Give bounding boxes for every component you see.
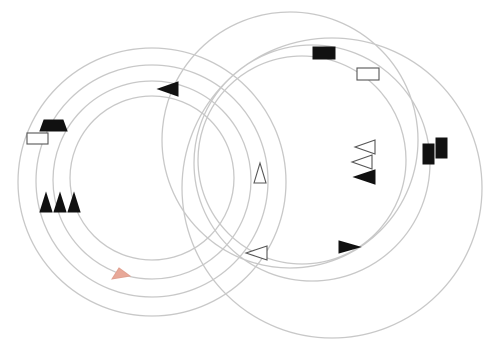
- hollow-arrow-piece[interactable]: [350, 154, 373, 170]
- hollow-rectangle-piece[interactable]: [356, 67, 380, 81]
- solid-arrow-piece[interactable]: [156, 81, 179, 97]
- ring-group-left: [17, 47, 287, 317]
- accent-triangle-piece[interactable]: [110, 267, 132, 280]
- board-ring: [17, 47, 287, 317]
- hollow-triangle-piece[interactable]: [253, 161, 267, 184]
- solid-rectangle-piece[interactable]: [312, 46, 336, 60]
- game-pieces: [26, 46, 448, 280]
- solid-trapezoid-piece[interactable]: [39, 119, 68, 132]
- board-ring: [181, 37, 483, 339]
- board-ring: [197, 55, 407, 265]
- solid-triangle-piece[interactable]: [67, 191, 81, 213]
- solid-rectangle-piece[interactable]: [435, 137, 448, 159]
- board-ring: [35, 64, 269, 298]
- solid-rectangle-piece[interactable]: [422, 143, 435, 165]
- hollow-arrow-piece[interactable]: [244, 245, 268, 261]
- board-ring: [193, 44, 431, 282]
- solid-arrow-piece[interactable]: [338, 240, 362, 254]
- board-ring: [69, 95, 235, 261]
- solid-arrow-piece[interactable]: [352, 169, 376, 185]
- board-ring: [161, 11, 419, 269]
- hollow-arrow-piece[interactable]: [353, 139, 376, 155]
- ring-group-right: [161, 11, 483, 339]
- solid-triangle-piece[interactable]: [39, 191, 53, 213]
- board-ring: [52, 80, 252, 280]
- hollow-rectangle-piece[interactable]: [26, 132, 49, 145]
- solid-triangle-piece[interactable]: [53, 191, 67, 213]
